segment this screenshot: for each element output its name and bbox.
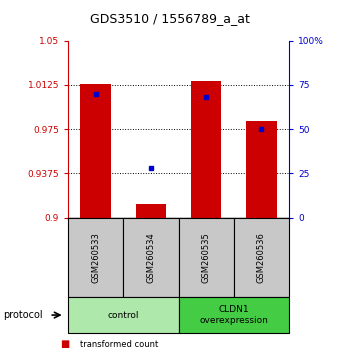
Text: GSM260533: GSM260533 [91,232,100,283]
Bar [81,84,111,218]
Text: GSM260535: GSM260535 [202,232,210,283]
Text: GDS3510 / 1556789_a_at: GDS3510 / 1556789_a_at [90,12,250,25]
Text: CLDN1
overexpression: CLDN1 overexpression [199,306,268,325]
Text: transformed count: transformed count [80,340,158,349]
Text: GSM260534: GSM260534 [147,232,155,283]
Text: ■: ■ [60,339,69,349]
Bar [136,204,166,218]
Bar [191,81,221,218]
Bar [246,121,276,218]
Text: GSM260536: GSM260536 [257,232,266,283]
Text: control: control [107,310,139,320]
Text: protocol: protocol [3,310,43,320]
